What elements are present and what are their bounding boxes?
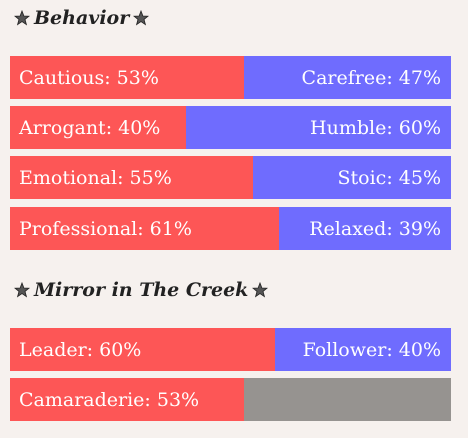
trait-left-segment: Arrogant: 40% bbox=[10, 106, 187, 149]
trait-bar-camaraderie: Camaraderie: 53% bbox=[10, 378, 451, 421]
section-title-behavior: Behavior bbox=[10, 4, 153, 32]
trait-right-segment: Follower: 40% bbox=[274, 328, 451, 371]
trait-bar-arrogant-humble: Arrogant: 40% Humble: 60% bbox=[10, 106, 451, 149]
trait-left-segment: Emotional: 55% bbox=[10, 156, 253, 199]
section-title-text: Behavior bbox=[34, 7, 130, 29]
star-icon bbox=[14, 10, 30, 26]
trait-bar-cautious-carefree: Cautious: 53% Carefree: 47% bbox=[10, 56, 451, 99]
trait-empty-segment bbox=[243, 378, 451, 421]
trait-bar-leader-follower: Leader: 60% Follower: 40% bbox=[10, 328, 451, 371]
trait-left-segment: Professional: 61% bbox=[10, 207, 279, 250]
star-icon bbox=[252, 282, 269, 298]
section-title-text: Mirror in The Creek bbox=[34, 279, 249, 301]
trait-left-segment: Leader: 60% bbox=[10, 328, 275, 371]
star-icon bbox=[133, 10, 150, 26]
trait-right-segment: Carefree: 47% bbox=[243, 56, 451, 99]
section-title-mirror-in-the-creek: Mirror in The Creek bbox=[10, 276, 272, 304]
trait-left-segment: Cautious: 53% bbox=[10, 56, 244, 99]
trait-bar-professional-relaxed: Professional: 61% Relaxed: 39% bbox=[10, 207, 451, 250]
trait-right-segment: Humble: 60% bbox=[186, 106, 451, 149]
trait-left-segment: Camaraderie: 53% bbox=[10, 378, 244, 421]
trait-right-segment: Relaxed: 39% bbox=[279, 207, 451, 250]
star-icon bbox=[14, 282, 30, 298]
trait-right-segment: Stoic: 45% bbox=[252, 156, 451, 199]
trait-bar-emotional-stoic: Emotional: 55% Stoic: 45% bbox=[10, 156, 451, 199]
